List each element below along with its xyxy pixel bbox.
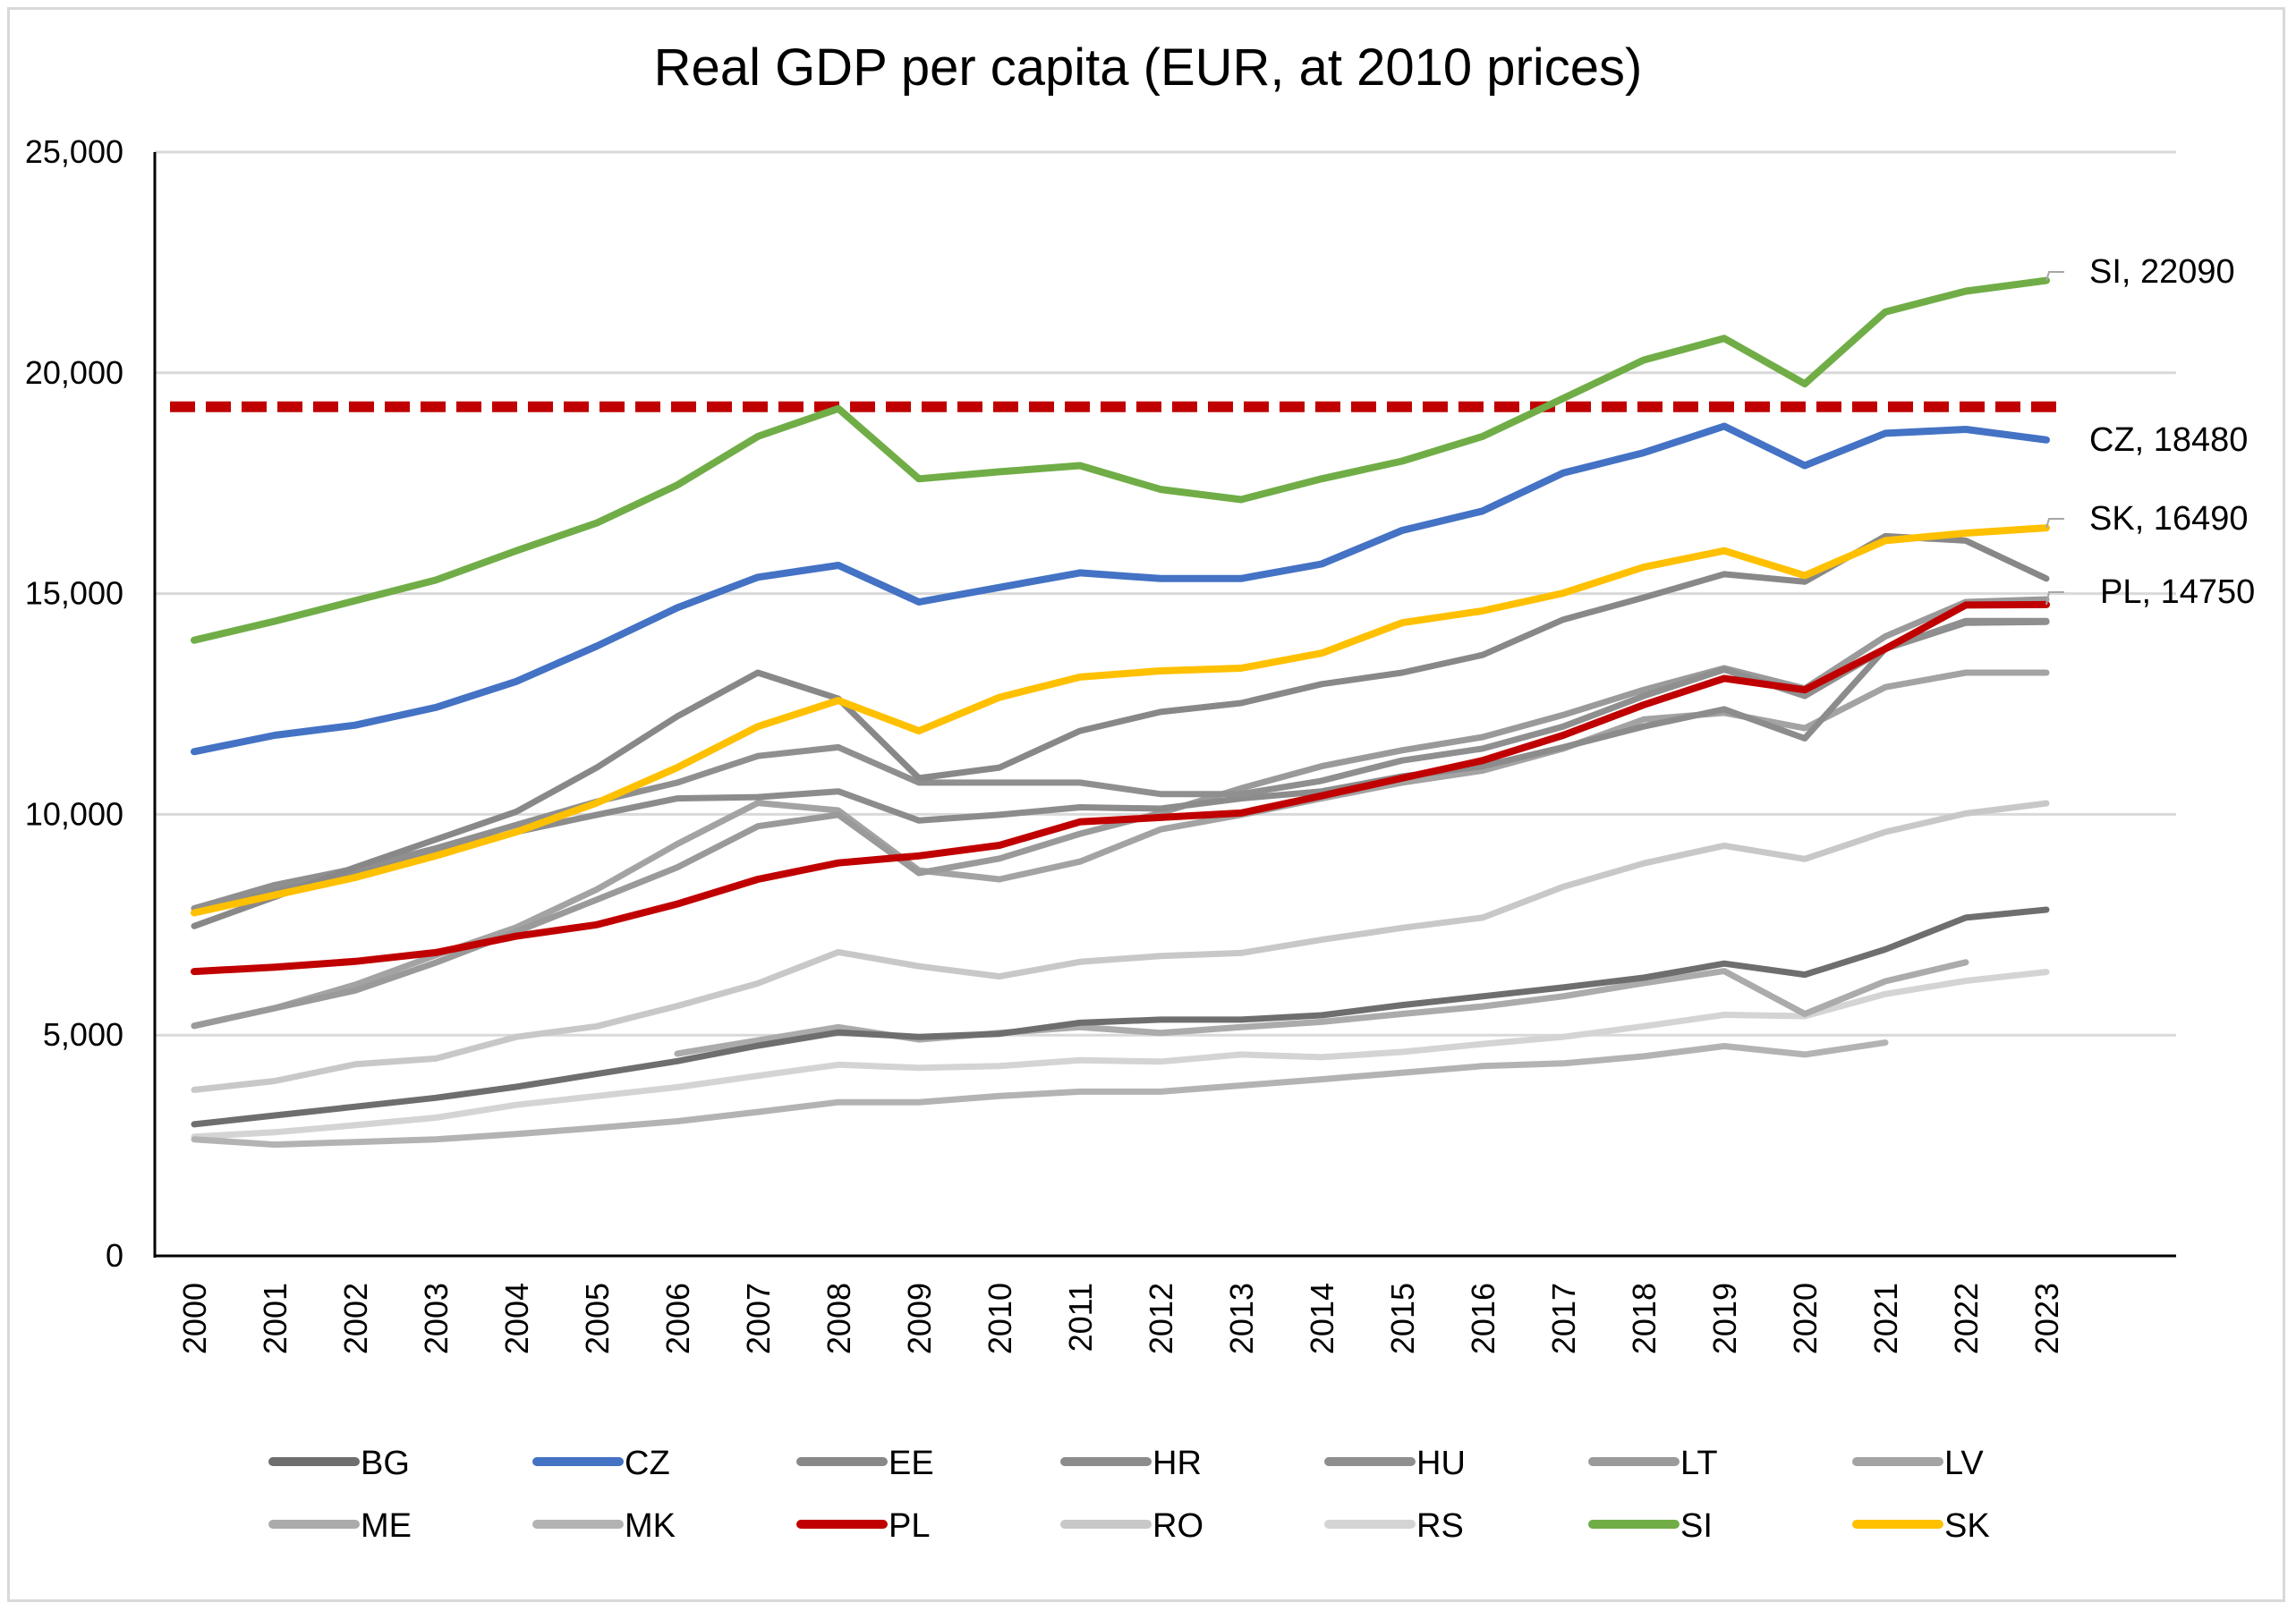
y-tick-label: 10,000 [25,795,123,832]
series-line-si [191,276,2050,644]
legend-label: HR [1152,1445,1202,1482]
y-axis-ticks: 0 5,000 10,000 15,000 20,000 25,000 [25,133,123,1274]
data-labels: SI, 22090 CZ, 18480 SK, 16490 PL, 14750 [2045,253,2255,611]
y-tick-label: 5,000 [43,1016,123,1053]
x-tick-label: 2020 [1787,1283,1824,1354]
gridlines [155,150,2176,1037]
legend-item-mk: MK [532,1507,676,1545]
x-tick-label: 2016 [1465,1283,1501,1354]
legend-label: CZ [625,1445,670,1482]
series-line-hr [191,618,2050,911]
x-tick-label: 2014 [1304,1283,1340,1354]
legend-item-ee: EE [796,1445,934,1482]
x-tick-label: 2012 [1143,1283,1179,1354]
axes [153,152,2176,1258]
legend-label: PL [889,1507,930,1545]
x-tick-label: 2004 [498,1283,535,1354]
leader-line [2045,271,2064,281]
x-tick-label: 2018 [1626,1283,1662,1354]
x-tick-label: 2003 [418,1283,455,1354]
legend-item-si: SI [1588,1507,1713,1545]
x-tick-label: 2015 [1384,1283,1421,1354]
y-tick-label: 15,000 [25,575,123,612]
legend-label: HU [1416,1445,1466,1482]
x-tick-label: 2005 [579,1283,616,1354]
data-label-sk: SK, 16490 [2089,500,2248,538]
legend-label: SI [1680,1507,1713,1545]
x-tick-label: 2022 [1948,1283,1985,1354]
legend-item-hr: HR [1060,1445,1202,1482]
legend-item-hu: HU [1324,1445,1466,1482]
legend-label: LT [1680,1445,1718,1482]
x-tick-label: 2013 [1223,1283,1260,1354]
x-tick-label: 2017 [1545,1283,1582,1354]
y-tick-label: 0 [106,1237,123,1274]
data-label-si: SI, 22090 [2089,253,2235,291]
series-line-mk [191,1039,1889,1149]
series-line-rs [191,969,2050,1140]
legend: BG CZ EE HR HU LT LV ME MK PL RO RS SI SK [268,1445,1990,1545]
legend-item-ro: RO [1060,1507,1203,1545]
legend-label: BG [361,1445,410,1482]
leader-line [2045,518,2064,529]
legend-label: MK [625,1507,676,1545]
legend-item-lv: LV [1852,1445,1984,1482]
series-line-me [674,959,1969,1057]
legend-label: RO [1152,1507,1203,1545]
series-line-bg [191,906,2050,1128]
x-tick-label: 2009 [901,1283,938,1354]
x-tick-label: 2008 [821,1283,857,1354]
x-tick-label: 2023 [2028,1283,2065,1354]
series-line-pl [191,600,2050,976]
legend-label: LV [1944,1445,1984,1482]
x-axis-ticks: 2000 2001 2002 2003 2004 2005 2006 2007 2008 2009… [176,1283,2065,1354]
legend-item-bg: BG [268,1445,410,1482]
series-line-cz [191,422,2050,756]
series-line-ee [191,532,2050,929]
series-line-hu [191,617,2050,911]
leader-line [2045,591,2064,606]
x-tick-label: 2000 [176,1283,213,1354]
legend-item-cz: CZ [532,1445,670,1482]
x-tick-label: 2007 [740,1283,777,1354]
legend-item-lt: LT [1588,1445,1718,1482]
x-tick-label: 2021 [1867,1283,1904,1354]
x-tick-label: 2019 [1706,1283,1743,1354]
legend-item-sk: SK [1852,1507,1990,1545]
chart-title: Real GDP per capita (EUR, at 2010 prices… [654,38,1643,97]
legend-item-pl: PL [796,1507,930,1545]
x-tick-label: 2006 [659,1283,696,1354]
legend-label: EE [889,1445,934,1482]
legend-item-rs: RS [1324,1507,1464,1545]
x-tick-label: 2010 [982,1283,1018,1354]
data-label-pl: PL, 14750 [2100,573,2255,611]
x-tick-label: 2011 [1062,1283,1099,1352]
x-tick-label: 2001 [257,1283,293,1354]
x-tick-label: 2002 [337,1283,374,1354]
data-label-cz: CZ, 18480 [2089,421,2248,459]
legend-label: ME [361,1507,412,1545]
legend-item-me: ME [268,1507,412,1545]
y-tick-label: 20,000 [25,354,123,391]
series-lines [191,276,2050,1149]
chart-frame [7,7,2285,1602]
series-line-ro [191,800,2050,1093]
series-line-sk [191,524,2050,917]
legend-label: SK [1944,1507,1990,1545]
y-tick-label: 25,000 [25,133,123,170]
legend-label: RS [1416,1507,1464,1545]
